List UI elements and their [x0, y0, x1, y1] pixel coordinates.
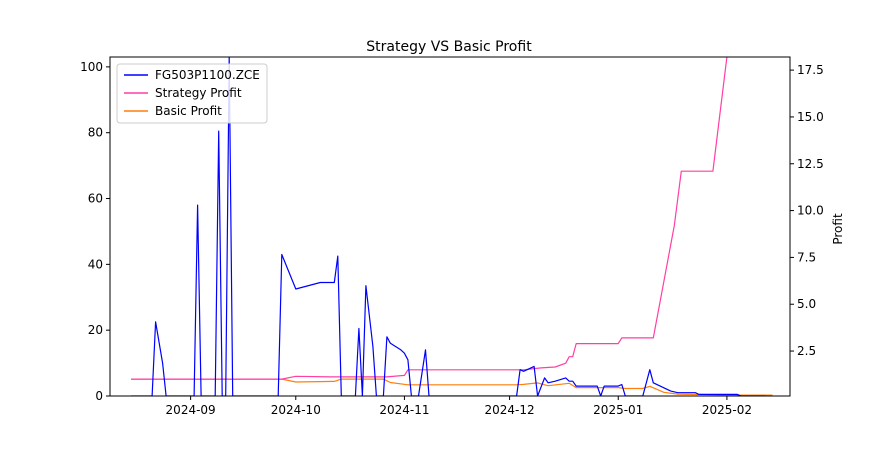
right-y-tick-label: 15.0	[797, 110, 824, 124]
left-y-tick-label: 60	[88, 192, 103, 206]
left-y-tick-label: 0	[95, 389, 103, 403]
series-line-0	[131, 57, 766, 396]
x-tick-label: 2024-09	[166, 403, 216, 417]
x-tick-label: 2025-01	[593, 403, 643, 417]
right-y-tick-label: 2.5	[797, 344, 816, 358]
legend-label: FG503P1100.ZCE	[155, 68, 260, 82]
legend: FG503P1100.ZCE Strategy Profit Basic Profi…	[116, 63, 268, 124]
series-layer	[131, 57, 773, 396]
right-y-tick-label: 7.5	[797, 250, 816, 264]
legend-label: Basic Profit	[155, 104, 222, 118]
right-axis-label: Profit	[831, 213, 845, 245]
left-y-tick-label: 40	[88, 257, 103, 271]
chart-title: Strategy VS Basic Profit	[366, 39, 532, 55]
left-y-tick-label: 100	[80, 60, 103, 74]
right-y-tick-label: 12.5	[797, 157, 824, 171]
right-y-tick-label: 5.0	[797, 297, 816, 311]
right-y-tick-label: 17.5	[797, 63, 824, 77]
x-tick-label: 2024-10	[271, 403, 321, 417]
x-tick-label: 2024-12	[485, 403, 535, 417]
left-y-tick-label: 80	[88, 126, 103, 140]
right-y-axis: 2.5 5.0 7.5 10.0 12.5 15.0 17.5	[790, 63, 824, 358]
x-tick-label: 2025-02	[702, 403, 752, 417]
left-y-axis: 0 20 40 60 80 100	[80, 60, 110, 403]
x-axis: 2024-09 2024-10 2024-11 2024-12 2025-01 2025-…	[166, 396, 752, 417]
left-y-tick-label: 20	[88, 323, 103, 337]
series-line-1	[131, 57, 728, 380]
legend-label: Strategy Profit	[155, 86, 242, 100]
plot-frame	[109, 56, 791, 397]
right-y-tick-label: 10.0	[797, 204, 824, 218]
x-tick-label: 2024-11	[379, 403, 429, 417]
series-line-2	[131, 378, 773, 396]
legend-box	[116, 63, 268, 124]
